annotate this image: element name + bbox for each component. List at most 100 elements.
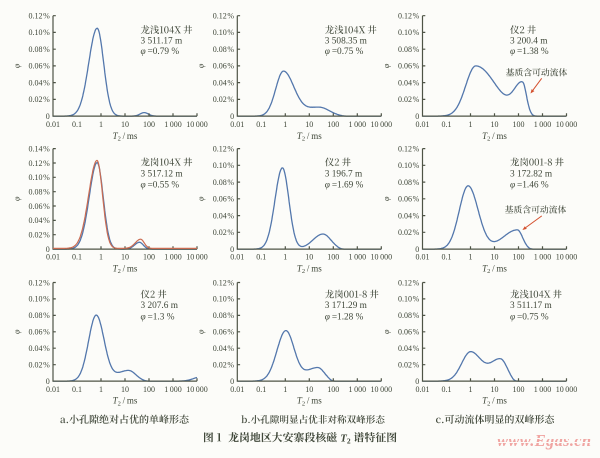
svg-text:0.04 %: 0.04 % <box>28 344 50 353</box>
svg-text:T2 / ms: T2 / ms <box>482 396 507 408</box>
svg-text:0.1: 0.1 <box>72 120 82 129</box>
svg-text:T2 / ms: T2 / ms <box>482 263 507 275</box>
svg-text:0.02 %: 0.02 % <box>28 361 50 370</box>
svg-text:0.1: 0.1 <box>256 253 266 262</box>
svg-text:0.1: 0.1 <box>256 120 266 129</box>
svg-text:1 000: 1 000 <box>164 385 182 394</box>
svg-text:0.08 %: 0.08 % <box>213 311 235 320</box>
svg-text:φ =0.75 %: φ =0.75 % <box>510 312 549 322</box>
svg-text:0.12 %: 0.12 % <box>398 12 420 21</box>
svg-text:0.08 %: 0.08 % <box>28 311 50 320</box>
svg-text:0.10 %: 0.10 % <box>398 161 420 170</box>
svg-text:100: 100 <box>327 253 339 262</box>
svg-text:0: 0 <box>46 112 50 121</box>
svg-text:0.08 %: 0.08 % <box>398 311 420 320</box>
svg-text:0.10 %: 0.10 % <box>398 28 420 37</box>
svg-text:100: 100 <box>513 385 525 394</box>
svg-text:10 000: 10 000 <box>186 385 208 394</box>
svg-text:1: 1 <box>99 385 103 394</box>
svg-text:0.12 %: 0.12 % <box>213 144 235 153</box>
svg-text:φ =1.28 %: φ =1.28 % <box>325 312 364 322</box>
svg-text:0.04 %: 0.04 % <box>398 211 420 220</box>
svg-text:10 000: 10 000 <box>556 120 578 129</box>
svg-text:0.08 %: 0.08 % <box>398 45 420 54</box>
svg-text:1 000: 1 000 <box>534 253 552 262</box>
svg-text:T2 / ms: T2 / ms <box>297 131 322 143</box>
svg-text:φ: φ <box>12 63 21 68</box>
svg-text:0.06 %: 0.06 % <box>213 195 235 204</box>
svg-text:10: 10 <box>305 385 313 394</box>
svg-text:0.12 %: 0.12 % <box>213 12 235 21</box>
svg-text:0.06 %: 0.06 % <box>398 195 420 204</box>
svg-text:10: 10 <box>121 385 129 394</box>
svg-text:3 200.4 m: 3 200.4 m <box>510 36 548 46</box>
svg-text:0.02 %: 0.02 % <box>213 228 235 237</box>
svg-text:0.04 %: 0.04 % <box>28 216 50 225</box>
svg-text:0.01: 0.01 <box>230 120 244 129</box>
svg-text:1: 1 <box>283 253 287 262</box>
svg-text:0.02 %: 0.02 % <box>398 95 420 104</box>
svg-text:φ =0.75 %: φ =0.75 % <box>325 47 364 57</box>
svg-text:0.06 %: 0.06 % <box>213 62 235 71</box>
svg-text:0.01: 0.01 <box>46 385 60 394</box>
svg-text:0.12 %: 0.12 % <box>213 278 235 287</box>
svg-text:φ =1.38 %: φ =1.38 % <box>510 47 549 57</box>
svg-text:0.12 %: 0.12 % <box>28 159 50 168</box>
svg-text:T2 / ms: T2 / ms <box>482 131 507 143</box>
svg-text:0.10 %: 0.10 % <box>213 28 235 37</box>
svg-text:0.06 %: 0.06 % <box>28 328 50 337</box>
svg-text:0.06 %: 0.06 % <box>28 62 50 71</box>
svg-text:0: 0 <box>46 245 50 254</box>
svg-text:0.1: 0.1 <box>442 253 452 262</box>
svg-text:0: 0 <box>230 377 234 386</box>
svg-text:10 000: 10 000 <box>186 120 208 129</box>
svg-text:1: 1 <box>469 120 473 129</box>
svg-text:10: 10 <box>121 253 129 262</box>
svg-text:100: 100 <box>327 120 339 129</box>
svg-text:0.01: 0.01 <box>416 253 430 262</box>
svg-text:T2 / ms: T2 / ms <box>297 263 322 275</box>
svg-text:T2 / ms: T2 / ms <box>297 396 322 408</box>
svg-text:φ =1.46 %: φ =1.46 % <box>510 181 549 191</box>
svg-text:φ =1.3 %: φ =1.3 % <box>141 312 175 322</box>
svg-text:0.02 %: 0.02 % <box>398 361 420 370</box>
svg-text:1 000: 1 000 <box>348 120 366 129</box>
svg-text:φ: φ <box>382 329 391 334</box>
svg-text:1 000: 1 000 <box>534 120 552 129</box>
svg-text:0.02 %: 0.02 % <box>28 95 50 104</box>
svg-text:0: 0 <box>415 245 419 254</box>
svg-text:1 000: 1 000 <box>164 253 182 262</box>
svg-text:φ =0.79 %: φ =0.79 % <box>141 47 180 57</box>
svg-text:T2 / ms: T2 / ms <box>113 263 138 275</box>
svg-text:0.04 %: 0.04 % <box>398 344 420 353</box>
svg-text:T2: T2 <box>340 432 351 445</box>
svg-text:100: 100 <box>513 120 525 129</box>
svg-text:3 511.17 m: 3 511.17 m <box>510 301 553 311</box>
svg-text:0.12 %: 0.12 % <box>28 12 50 21</box>
svg-text:0.02 %: 0.02 % <box>28 231 50 240</box>
svg-text:0.01: 0.01 <box>416 385 430 394</box>
svg-text:φ: φ <box>382 63 391 68</box>
svg-text:0.02 %: 0.02 % <box>398 228 420 237</box>
svg-text:φ: φ <box>382 196 391 201</box>
svg-text:0.04 %: 0.04 % <box>213 211 235 220</box>
svg-text:3 196.7 m: 3 196.7 m <box>325 169 363 179</box>
svg-text:100: 100 <box>143 253 155 262</box>
svg-text:0.04 %: 0.04 % <box>213 344 235 353</box>
svg-text:0.10 %: 0.10 % <box>28 295 50 304</box>
svg-text:3 207.6 m: 3 207.6 m <box>141 301 179 311</box>
svg-text:φ: φ <box>12 196 21 201</box>
svg-text:0: 0 <box>415 112 419 121</box>
svg-text:φ: φ <box>12 329 21 334</box>
svg-text:3 511.17 m: 3 511.17 m <box>141 36 184 46</box>
svg-text:10 000: 10 000 <box>370 120 392 129</box>
svg-text:0.01: 0.01 <box>46 120 60 129</box>
svg-text:10 000: 10 000 <box>186 253 208 262</box>
svg-text:0.06 %: 0.06 % <box>213 328 235 337</box>
svg-text:10: 10 <box>305 120 313 129</box>
svg-text:0: 0 <box>230 112 234 121</box>
svg-text:0.06 %: 0.06 % <box>398 62 420 71</box>
svg-text:1: 1 <box>469 253 473 262</box>
svg-text:3 508.35 m: 3 508.35 m <box>325 36 368 46</box>
svg-text:0.02 %: 0.02 % <box>213 95 235 104</box>
